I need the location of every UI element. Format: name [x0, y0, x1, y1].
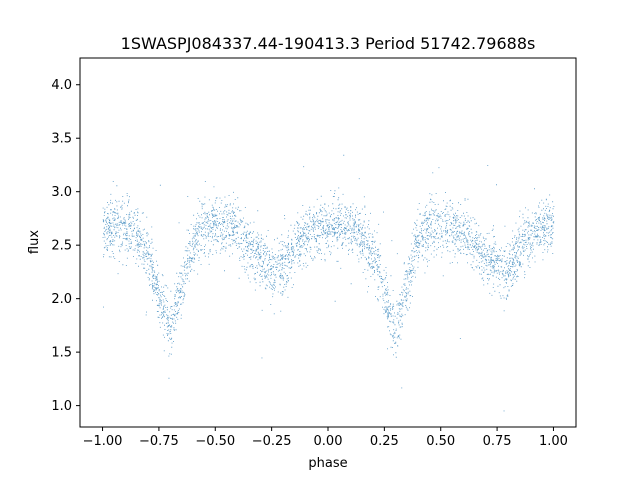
y-axis: 1.0 1.5 2.0 2.5 3.0 3.5 4.0 — [51, 78, 80, 414]
x-axis-label: phase — [308, 456, 347, 471]
x-tick-label: 0.50 — [426, 434, 455, 449]
x-tick-label: −0.25 — [252, 434, 292, 449]
y-tick-label: 1.0 — [51, 399, 72, 414]
x-tick-label: 0.25 — [370, 434, 399, 449]
y-axis-label: flux — [27, 230, 42, 254]
y-tick-label: 3.0 — [51, 185, 72, 200]
y-tick-label: 2.5 — [51, 239, 72, 254]
x-tick-label: −0.75 — [139, 434, 179, 449]
data-points — [102, 154, 555, 412]
y-tick-label: 4.0 — [51, 78, 72, 93]
x-tick-label: −1.00 — [83, 434, 123, 449]
y-tick-label: 2.0 — [51, 292, 72, 307]
y-tick-label: 3.5 — [51, 132, 72, 147]
scatter-points — [102, 154, 555, 412]
x-tick-label: −0.50 — [195, 434, 235, 449]
x-axis: −1.00 −0.75 −0.50 −0.25 0.00 0.25 0.50 0.75 1.00 — [83, 427, 568, 449]
chart-title: 1SWASPJ084337.44-190413.3 Period 51742.7… — [121, 34, 536, 53]
x-tick-label: 0.00 — [314, 434, 343, 449]
y-tick-label: 1.5 — [51, 346, 72, 361]
x-tick-label: 0.75 — [483, 434, 512, 449]
x-tick-label: 1.00 — [539, 434, 568, 449]
